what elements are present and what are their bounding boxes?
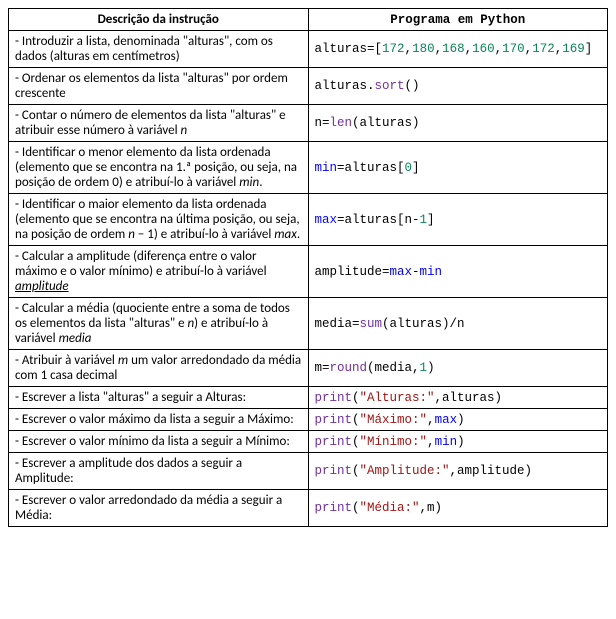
code-cell: max=alturas[n-1] xyxy=(308,194,608,246)
table-row: - Ordenar os elementos da lista "alturas… xyxy=(9,68,608,105)
table-row: - Escrever o valor mínimo da lista a seg… xyxy=(9,431,608,453)
table-row: - Calcular a amplitude (diferença entre … xyxy=(9,246,608,298)
description-cell: - Calcular a amplitude (diferença entre … xyxy=(9,246,309,298)
description-cell: - Introduzir a lista, denominada "altura… xyxy=(9,31,309,68)
code-cell: print("Alturas:",alturas) xyxy=(308,387,608,409)
code-cell: amplitude=max-min xyxy=(308,246,608,298)
table-row: - Escrever o valor máximo da lista a seg… xyxy=(9,409,608,431)
table-row: - Escrever o valor arredondado da média … xyxy=(9,490,608,527)
description-cell: - Ordenar os elementos da lista "alturas… xyxy=(9,68,309,105)
code-cell: print("Média:",m) xyxy=(308,490,608,527)
header-description: Descrição da instrução xyxy=(9,9,309,31)
code-cell: min=alturas[0] xyxy=(308,142,608,194)
code-cell: n=len(alturas) xyxy=(308,105,608,142)
description-cell: - Atribuir à variável m um valor arredon… xyxy=(9,350,309,387)
code-cell: alturas.sort() xyxy=(308,68,608,105)
table-row: - Calcular a média (quociente entre a so… xyxy=(9,298,608,350)
instruction-table: Descrição da instrução Programa em Pytho… xyxy=(8,8,608,527)
description-cell: - Identificar o menor elemento da lista … xyxy=(9,142,309,194)
description-cell: - Escrever a lista "alturas" a seguir a … xyxy=(9,387,309,409)
table-row: - Identificar o menor elemento da lista … xyxy=(9,142,608,194)
code-cell: print("Máximo:",max) xyxy=(308,409,608,431)
table-row: - Atribuir à variável m um valor arredon… xyxy=(9,350,608,387)
description-cell: - Escrever o valor arredondado da média … xyxy=(9,490,309,527)
table-row: - Introduzir a lista, denominada "altura… xyxy=(9,31,608,68)
code-cell: print("Mínimo:",min) xyxy=(308,431,608,453)
code-cell: print("Amplitude:",amplitude) xyxy=(308,453,608,490)
description-cell: - Calcular a média (quociente entre a so… xyxy=(9,298,309,350)
description-cell: - Contar o número de elementos da lista … xyxy=(9,105,309,142)
description-cell: - Escrever o valor máximo da lista a seg… xyxy=(9,409,309,431)
table-row: - Identificar o maior elemento da lista … xyxy=(9,194,608,246)
table-row: - Contar o número de elementos da lista … xyxy=(9,105,608,142)
header-code: Programa em Python xyxy=(308,9,608,31)
code-cell: alturas=[172,180,168,160,170,172,169] xyxy=(308,31,608,68)
table-row: - Escrever a lista "alturas" a seguir a … xyxy=(9,387,608,409)
code-cell: m=round(media,1) xyxy=(308,350,608,387)
description-cell: - Escrever a amplitude dos dados a segui… xyxy=(9,453,309,490)
table-row: - Escrever a amplitude dos dados a segui… xyxy=(9,453,608,490)
code-cell: media=sum(alturas)/n xyxy=(308,298,608,350)
description-cell: - Identificar o maior elemento da lista … xyxy=(9,194,309,246)
table-header-row: Descrição da instrução Programa em Pytho… xyxy=(9,9,608,31)
description-cell: - Escrever o valor mínimo da lista a seg… xyxy=(9,431,309,453)
